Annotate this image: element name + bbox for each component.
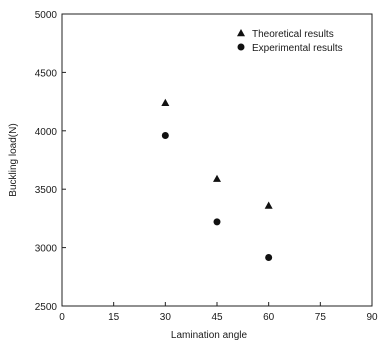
x-axis-label: Lamination angle	[171, 330, 248, 341]
y-axis-ticks: 2500 3000 3500 4000 4500 5000	[35, 10, 66, 313]
legend: Theoretical results Experimental results	[237, 29, 343, 54]
legend-entry-label: Experimental results	[252, 43, 343, 54]
y-tick-label: 5000	[35, 10, 58, 21]
x-tick-label: 30	[160, 312, 172, 323]
y-tick-label: 4000	[35, 127, 58, 138]
x-tick-label: 0	[59, 312, 65, 323]
data-points	[161, 98, 273, 262]
x-tick-label: 90	[366, 312, 378, 323]
theoretical-point	[264, 201, 273, 209]
x-tick-label: 15	[108, 312, 120, 323]
y-tick-label: 2500	[35, 302, 58, 313]
experimental-point	[265, 254, 273, 262]
theoretical-point	[161, 98, 170, 106]
x-axis-ticks: 0 15 30 45 60 75 90	[59, 302, 378, 323]
x-tick-label: 75	[315, 312, 327, 323]
y-tick-label: 3000	[35, 244, 58, 255]
x-tick-label: 45	[211, 312, 223, 323]
x-tick-label: 60	[263, 312, 275, 323]
plot-frame	[61, 13, 373, 307]
experimental-point	[161, 131, 169, 139]
y-tick-label: 4500	[35, 68, 58, 79]
theoretical-point	[213, 174, 221, 182]
y-tick-label: 3500	[35, 185, 58, 196]
y-axis-label: Buckling load(N)	[8, 123, 19, 196]
legend-circle-icon	[237, 43, 245, 51]
experimental-point	[213, 218, 221, 226]
legend-entry-label: Theoretical results	[252, 29, 334, 40]
legend-triangle-icon	[237, 29, 245, 37]
